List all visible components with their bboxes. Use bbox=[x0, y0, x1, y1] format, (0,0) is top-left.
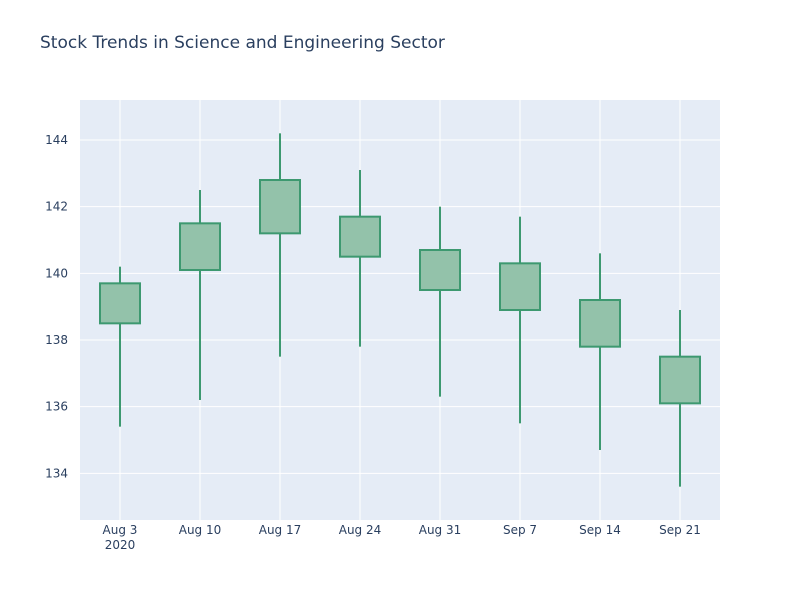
y-tick-label: 136 bbox=[45, 400, 68, 414]
x-tick-label: Sep 21 bbox=[659, 523, 701, 537]
candles-layer bbox=[99, 133, 701, 487]
x-tick-label: Aug 17 bbox=[259, 523, 302, 537]
candle-body bbox=[179, 222, 221, 271]
x-axis: Aug 3 Aug 10 Aug 17 Aug 24 Aug 31 Sep 7 Sep 14… bbox=[103, 523, 701, 552]
y-axis: 134 136 138 140 142 144 bbox=[45, 133, 68, 480]
candle[interactable] bbox=[179, 190, 221, 400]
candle-body bbox=[259, 179, 301, 235]
x-tick-label: Aug 3 bbox=[103, 523, 138, 537]
x-tick-label: Aug 10 bbox=[179, 523, 222, 537]
candle[interactable] bbox=[499, 216, 541, 424]
x-tick-label: Sep 7 bbox=[503, 523, 537, 537]
candle[interactable] bbox=[659, 310, 701, 487]
y-tick-label: 134 bbox=[45, 466, 68, 480]
y-tick-label: 144 bbox=[45, 133, 68, 147]
candle[interactable] bbox=[579, 253, 621, 450]
candle-body bbox=[499, 262, 541, 312]
chart-title: Stock Trends in Science and Engineering … bbox=[40, 33, 445, 53]
y-tick-label: 138 bbox=[45, 333, 68, 347]
candle[interactable] bbox=[259, 133, 301, 357]
x-tick-label: Aug 24 bbox=[339, 523, 382, 537]
x-tick-label: Sep 14 bbox=[579, 523, 621, 537]
y-tick-label: 142 bbox=[45, 200, 68, 214]
candle[interactable] bbox=[339, 170, 381, 347]
x-tick-label: Aug 31 bbox=[419, 523, 462, 537]
candle-body bbox=[419, 249, 461, 291]
plot-background bbox=[80, 100, 720, 520]
candle-body bbox=[99, 282, 141, 325]
y-tick-label: 140 bbox=[45, 266, 68, 280]
candle-body bbox=[579, 299, 621, 348]
candle-body bbox=[339, 215, 381, 258]
x-year-label: 2020 bbox=[105, 538, 136, 552]
candle-body bbox=[659, 355, 701, 405]
candle[interactable] bbox=[99, 266, 141, 427]
candle[interactable] bbox=[419, 206, 461, 397]
